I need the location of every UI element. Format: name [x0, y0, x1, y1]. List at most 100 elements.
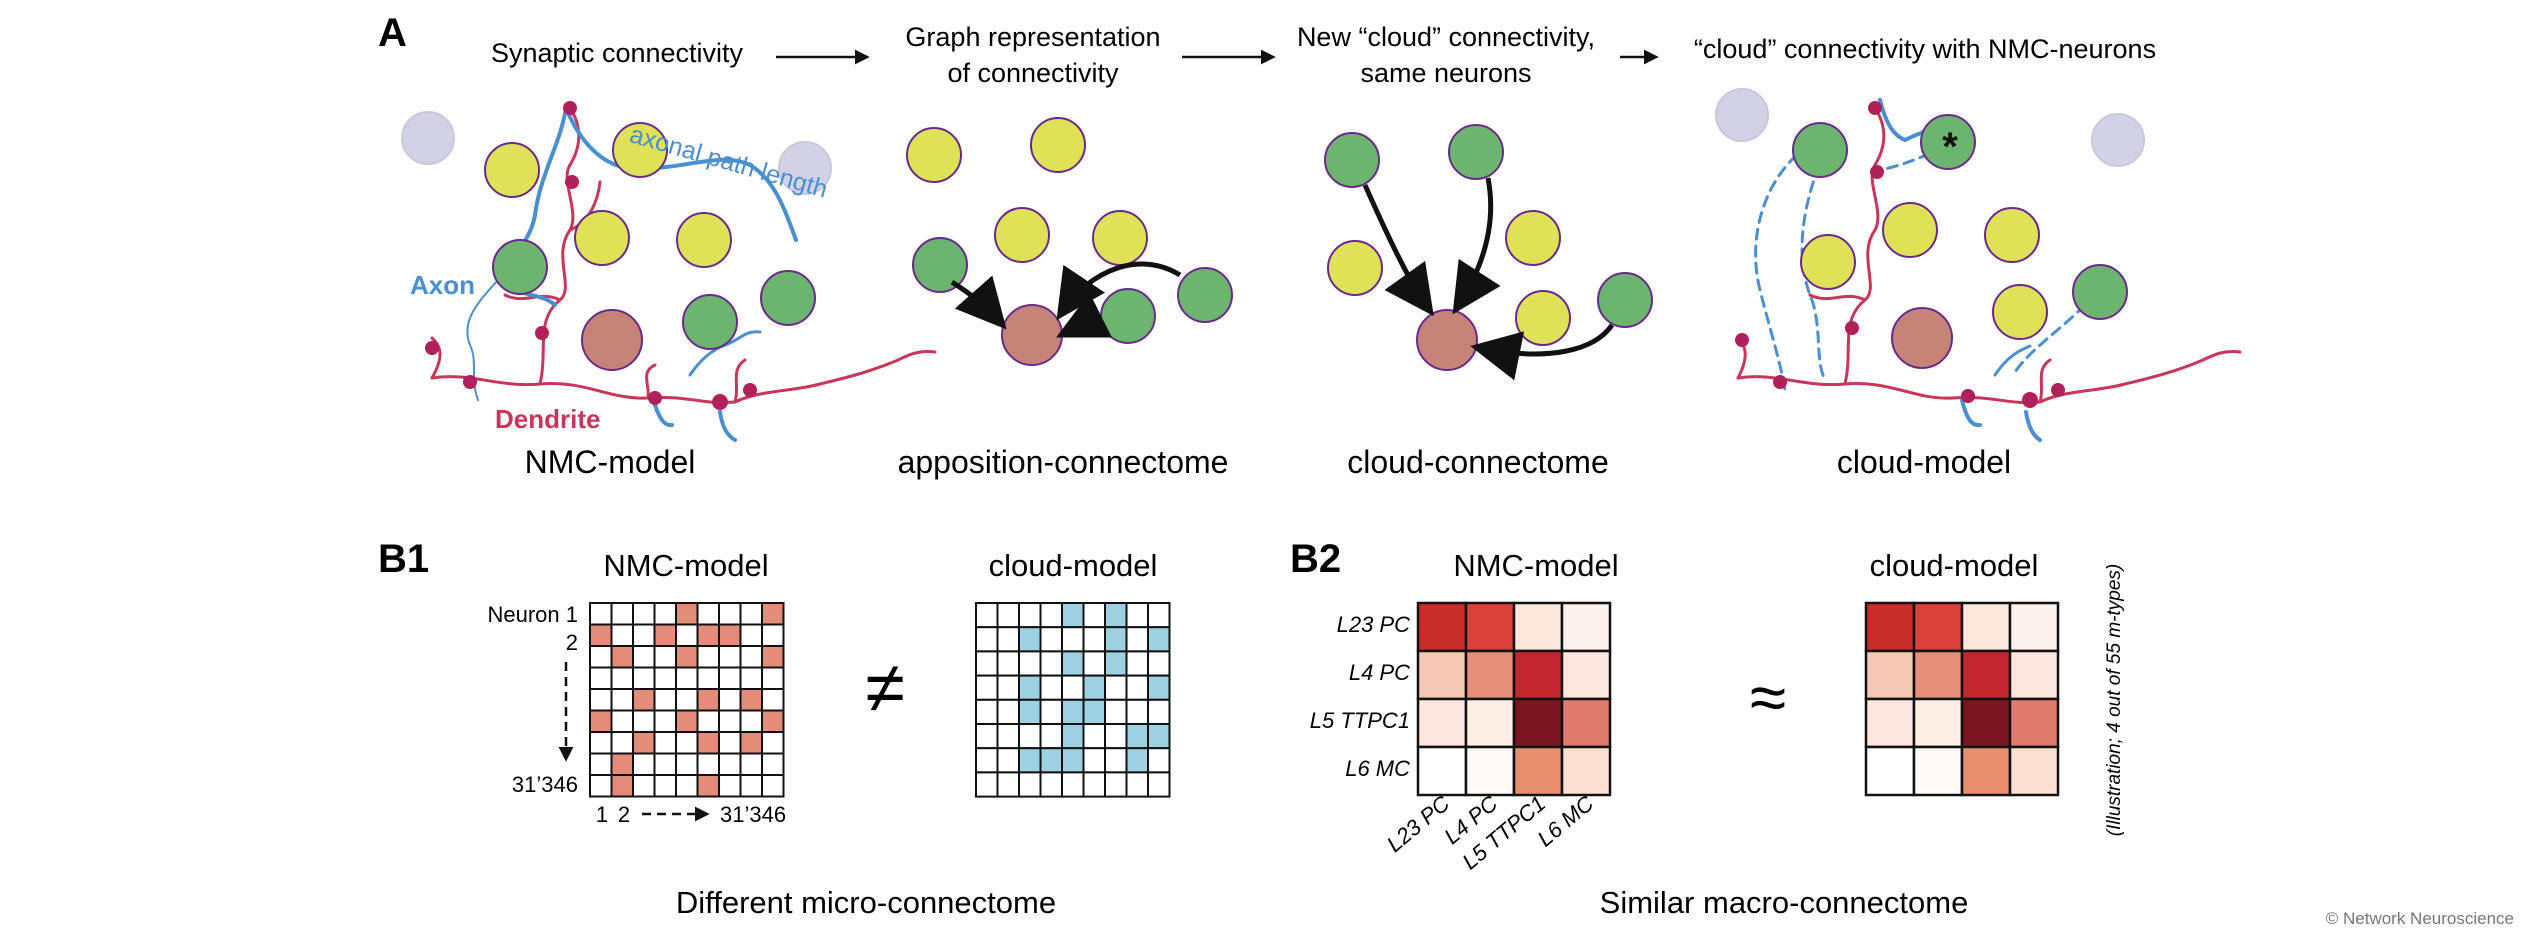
- matrix-cell: [739, 666, 763, 690]
- b2-footer: Similar macro-connectome: [1600, 885, 1969, 920]
- matrix-cell: [2008, 697, 2060, 749]
- matrix-cell: [1147, 674, 1171, 701]
- matrix-cell: [1061, 674, 1085, 701]
- matrix-cell: [975, 723, 999, 750]
- matrix-cell: [653, 666, 677, 690]
- somata: [1715, 88, 2145, 369]
- matrix-cell: [1864, 697, 1916, 749]
- b2-row-label-l4-pc: L4 PC: [1349, 660, 1410, 685]
- matrix-cell: [1061, 602, 1085, 629]
- matrix-cell: [1082, 771, 1106, 798]
- green-soma: [2072, 264, 2128, 320]
- matrix-cell: [1018, 674, 1042, 701]
- gray-soma: [401, 111, 455, 165]
- matrix-cell: [653, 623, 677, 647]
- panel-b2-label: B2: [1290, 537, 1341, 581]
- matrix-cell: [1960, 745, 2012, 797]
- matrix-cell: [1864, 649, 1916, 701]
- matrix-cell: [1018, 771, 1042, 798]
- matrix-cell: [632, 774, 656, 798]
- matrix-cell: [1039, 602, 1063, 629]
- col-label-2: 2: [618, 802, 630, 827]
- green-soma: [1177, 267, 1233, 323]
- axon-label: Axon: [410, 270, 475, 300]
- matrix-cell: [1018, 626, 1042, 653]
- gray-soma: [778, 141, 832, 195]
- row-label-2: 2: [566, 630, 578, 655]
- matrix-cell: [632, 623, 656, 647]
- matrix-cell: [996, 747, 1020, 774]
- target-soma: [581, 309, 643, 371]
- matrix-cell: [653, 709, 677, 733]
- yellow-soma: [1092, 210, 1148, 266]
- caption-apposition-connectome: apposition-connectome: [898, 444, 1229, 480]
- matrix-cell: [718, 623, 742, 647]
- somata: [401, 111, 832, 371]
- matrix-cell: [1104, 650, 1128, 677]
- matrix-cell: [1560, 697, 1612, 749]
- matrix-cell: [675, 602, 699, 626]
- matrix-cell: [1018, 602, 1042, 629]
- matrix-cell: [739, 709, 763, 733]
- matrix-cell: [589, 623, 613, 647]
- matrix-cell: [632, 645, 656, 669]
- matrix-cell: [1416, 697, 1468, 749]
- matrix-cell: [1464, 745, 1516, 797]
- green-soma: [1324, 132, 1380, 188]
- matrix-cell: [653, 752, 677, 776]
- matrix-cell: [996, 626, 1020, 653]
- step-graph-representation: Graph representation: [905, 22, 1160, 52]
- step-new-cloud-connectivity: New “cloud” connectivity,: [1297, 22, 1595, 52]
- matrix-cell: [675, 645, 699, 669]
- matrix-cell: [1125, 626, 1149, 653]
- matrix-cell: [1125, 723, 1149, 750]
- matrix-cell: [696, 709, 720, 733]
- matrix-cell: [761, 623, 785, 647]
- matrix-cell: [1039, 674, 1063, 701]
- row-label-neuron-1: Neuron 1: [487, 602, 578, 627]
- matrix-cell: [1464, 649, 1516, 701]
- copyright-notice: © Network Neuroscience: [2326, 909, 2514, 928]
- yellow-soma: [574, 210, 630, 266]
- green-soma: [912, 237, 968, 293]
- b2-row-label-l23-pc: L23 PC: [1337, 612, 1410, 637]
- synapse-dot: [1735, 333, 1749, 347]
- matrix-cell: [1018, 650, 1042, 677]
- target-soma: [1416, 309, 1478, 371]
- synapse-dot: [743, 383, 757, 397]
- matrix-cell: [761, 602, 785, 626]
- matrix-cell: [1560, 601, 1612, 653]
- matrix-cell: [1864, 745, 1916, 797]
- b1-cloud-connectivity-matrix: [975, 602, 1171, 798]
- matrix-cell: [1416, 601, 1468, 653]
- matrix-cell: [975, 626, 999, 653]
- synapse-dot: [1961, 389, 1975, 403]
- matrix-cell: [610, 752, 634, 776]
- matrix-cell: [739, 731, 763, 755]
- green-soma: [1597, 272, 1653, 328]
- synapse-dot: [2051, 383, 2065, 397]
- apposition-connectome-illustration: [906, 117, 1233, 366]
- b1-title-nmc-model: NMC-model: [603, 548, 768, 583]
- b2-row-label-l6-mc: L6 MC: [1345, 756, 1410, 781]
- matrix-cell: [975, 650, 999, 677]
- matrix-cell: [996, 698, 1020, 725]
- matrix-cell: [1082, 674, 1106, 701]
- green-soma: [760, 270, 816, 326]
- matrix-cell: [632, 602, 656, 626]
- matrix-cell: [761, 688, 785, 712]
- matrix-cell: [1039, 698, 1063, 725]
- cloud-connectome-illustration: [1324, 124, 1653, 381]
- matrix-cell: [632, 709, 656, 733]
- matrix-cell: [2008, 745, 2060, 797]
- matrix-cell: [718, 774, 742, 798]
- yellow-soma: [676, 212, 732, 268]
- matrix-cell: [1061, 723, 1085, 750]
- yellow-soma: [1882, 202, 1938, 258]
- synapse-dot: [425, 341, 439, 355]
- matrix-cell: [1125, 650, 1149, 677]
- matrix-cell: [696, 602, 720, 626]
- green-soma: [1920, 114, 1976, 170]
- b2-title-nmc-model: NMC-model: [1453, 548, 1618, 583]
- matrix-cell: [718, 752, 742, 776]
